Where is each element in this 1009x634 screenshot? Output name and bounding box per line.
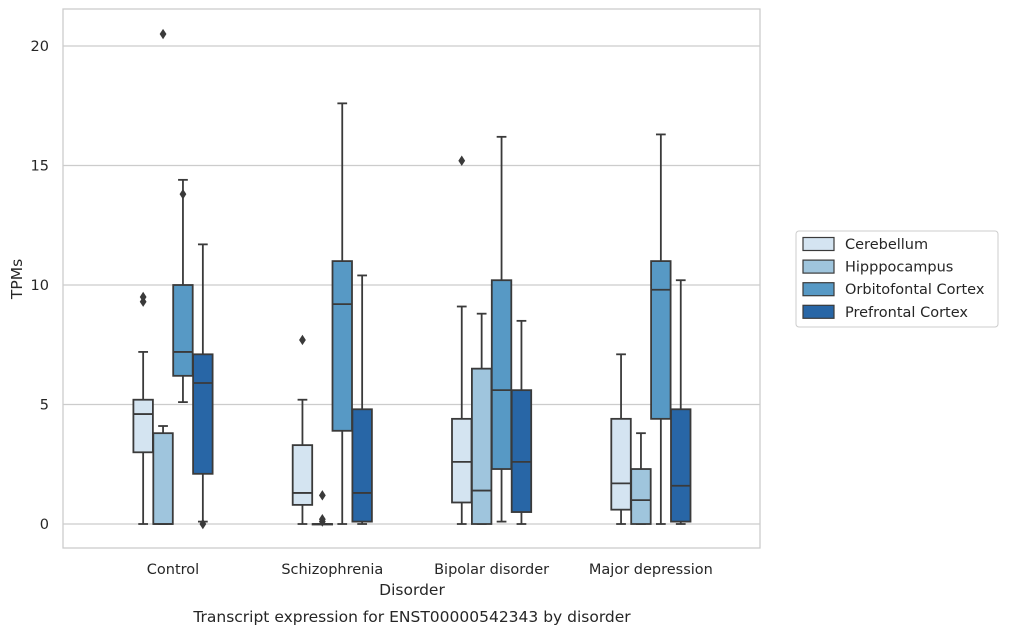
legend-item: Cerebellum [802,236,928,253]
outlier-point [299,334,306,346]
box-3-3 [670,279,692,525]
x-tick-label: Control [147,562,199,578]
box-2-2 [490,135,513,523]
legend-item: Prefrontal Cortex [802,304,968,321]
legend-swatch [802,282,835,297]
box-0-2 [172,178,194,404]
iqr-box [192,353,214,475]
boxes [132,28,692,530]
x-axis-label: Disorder [379,581,445,599]
box-2-3 [510,319,533,525]
y-tick-label: 15 [31,159,49,175]
outlier-point [179,188,187,200]
legend-swatch [802,304,835,319]
box-3-0 [610,353,632,525]
y-axis-ticks: 0 5 10 15 20 [31,39,49,533]
plot-area-frame [62,8,761,549]
box-2-1 [470,312,493,525]
x-tick-label: Schizophrenia [281,562,383,578]
iqr-box [351,408,373,523]
iqr-box [291,444,314,506]
legend-label: Orbitofontal Cortex [845,282,985,298]
y-tick-label: 10 [31,278,49,294]
outlier-point [318,514,326,525]
legend-item: Hipppocampus [802,259,953,276]
iqr-box [172,284,194,377]
outlier-point [159,28,167,40]
y-tick-label: 5 [40,398,49,414]
iqr-box [510,389,533,513]
legend-swatch [802,259,835,274]
iqr-box [630,468,652,525]
legend-label: Prefrontal Cortex [845,305,968,321]
legend-item: Orbitofontal Cortex [802,282,985,298]
box-0-0 [132,291,154,525]
box-2-0 [451,155,473,525]
legend-label: Hipppocampus [845,260,953,276]
outlier-point [458,155,466,166]
iqr-box [490,279,513,470]
iqr-box [331,260,353,432]
legend-label: Cerebellum [845,237,928,253]
x-tick-label: Bipolar disorder [434,562,549,578]
box-1-3 [351,274,373,525]
outlier-point [318,490,326,501]
box-0-1 [152,28,174,525]
y-tick-label: 0 [40,517,49,533]
figure-caption: Transcript expression for ENST0000054234… [192,608,631,626]
box-1-2 [331,102,353,525]
box-1-1 [311,490,334,527]
iqr-box [670,408,692,523]
outlier-point [199,518,207,530]
iqr-box [152,432,174,525]
box-0-3 [192,243,214,530]
outlier-point [139,291,147,303]
x-axis-ticks: Control Schizophrenia Bipolar disorder Majo… [147,562,713,578]
box-3-2 [650,133,672,525]
legend-frame [795,230,999,328]
x-tick-label: Major depression [589,562,713,578]
y-axis-label: TPMs [8,259,26,300]
legend: Cerebellum Hipppocampus Orbitofontal Corte… [795,230,999,328]
iqr-box [650,260,672,420]
iqr-box [451,417,473,504]
iqr-box [470,367,493,525]
y-tick-label: 20 [31,39,49,55]
iqr-box [132,398,154,454]
iqr-box [610,417,632,511]
box-1-0 [291,334,314,525]
legend-swatch [802,236,835,252]
box-3-1 [630,432,652,525]
